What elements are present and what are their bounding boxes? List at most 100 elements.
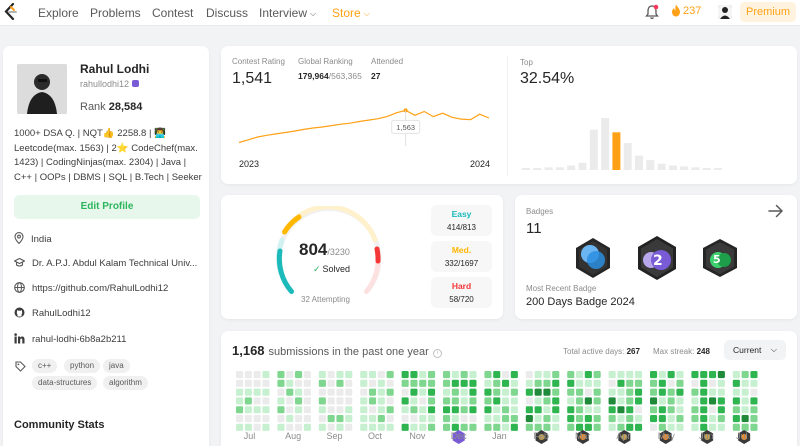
heatmap-day[interactable]: [576, 371, 584, 379]
heatmap-day[interactable]: [318, 388, 326, 396]
heatmap-day[interactable]: [253, 379, 261, 387]
heatmap-day[interactable]: [303, 423, 311, 431]
heatmap-day[interactable]: [534, 423, 542, 431]
heatmap-day[interactable]: [502, 423, 510, 431]
heatmap-day[interactable]: [732, 388, 740, 396]
heatmap-day[interactable]: [750, 423, 758, 431]
heatmap-day[interactable]: [345, 406, 353, 414]
heatmap-day[interactable]: [428, 397, 436, 405]
heatmap-day[interactable]: [318, 415, 326, 423]
website-link[interactable]: https://github.com/RahulLodhi12: [32, 283, 169, 294]
heatmap-day[interactable]: [369, 371, 377, 379]
heatmap-day[interactable]: [525, 379, 533, 387]
heatmap-day[interactable]: [410, 397, 418, 405]
heatmap-day[interactable]: [428, 371, 436, 379]
heatmap-day[interactable]: [443, 415, 451, 423]
heatmap-day[interactable]: [262, 406, 270, 414]
heatmap-day[interactable]: [286, 415, 294, 423]
heatmap-day[interactable]: [428, 388, 436, 396]
school-text[interactable]: Dr. A.P.J. Abdul Kalam Technical Univ...: [32, 258, 198, 269]
skill-tag[interactable]: python: [64, 359, 101, 373]
heatmap-day[interactable]: [484, 371, 492, 379]
heatmap-day[interactable]: [576, 397, 584, 405]
heatmap-day[interactable]: [617, 415, 625, 423]
heatmap-day[interactable]: [534, 371, 542, 379]
heatmap-day[interactable]: [567, 397, 575, 405]
heatmap-day[interactable]: [552, 379, 560, 387]
heatmap-day[interactable]: [345, 379, 353, 387]
rating-line-chart[interactable]: 1,563: [221, 46, 507, 184]
heatmap-day[interactable]: [277, 423, 285, 431]
heatmap-day[interactable]: [608, 423, 616, 431]
heatmap-day[interactable]: [732, 415, 740, 423]
heatmap-day[interactable]: [502, 379, 510, 387]
heatmap-day[interactable]: [567, 371, 575, 379]
heatmap-day[interactable]: [236, 388, 244, 396]
avatar[interactable]: [718, 5, 732, 19]
heatmap-day[interactable]: [236, 371, 244, 379]
heatmap-day[interactable]: [303, 415, 311, 423]
heatmap-day[interactable]: [676, 388, 684, 396]
heatmap-day[interactable]: [626, 371, 634, 379]
heatmap-day[interactable]: [667, 397, 675, 405]
heatmap-day[interactable]: [543, 415, 551, 423]
heatmap-day[interactable]: [443, 423, 451, 431]
heatmap-day[interactable]: [318, 406, 326, 414]
heatmap-day[interactable]: [525, 406, 533, 414]
heatmap-day[interactable]: [451, 379, 459, 387]
heatmap-day[interactable]: [650, 423, 658, 431]
heatmap-day[interactable]: [576, 388, 584, 396]
monthly-badge-icon[interactable]: [452, 430, 465, 444]
distribution-bar[interactable]: [714, 168, 723, 170]
heatmap-day[interactable]: [295, 423, 303, 431]
heatmap-day[interactable]: [295, 406, 303, 414]
heatmap-day[interactable]: [253, 388, 261, 396]
heatmap-day[interactable]: [277, 406, 285, 414]
heatmap-day[interactable]: [700, 388, 708, 396]
heatmap-day[interactable]: [617, 406, 625, 414]
heatmap-day[interactable]: [717, 397, 725, 405]
hard-stat[interactable]: Hard 58/720: [431, 277, 492, 308]
heatmap-day[interactable]: [667, 415, 675, 423]
distribution-bar[interactable]: [657, 163, 666, 170]
heatmap-day[interactable]: [741, 423, 749, 431]
heatmap-day[interactable]: [584, 397, 592, 405]
heatmap-day[interactable]: [667, 406, 675, 414]
info-icon[interactable]: i: [432, 349, 442, 358]
easy-stat[interactable]: Easy 414/813: [431, 205, 492, 236]
heatmap-day[interactable]: [386, 423, 394, 431]
heatmap-day[interactable]: [576, 406, 584, 414]
heatmap-day[interactable]: [460, 371, 468, 379]
heatmap-day[interactable]: [576, 423, 584, 431]
heatmap-day[interactable]: [401, 415, 409, 423]
distribution-bar[interactable]: [522, 168, 530, 170]
heatmap-day[interactable]: [460, 415, 468, 423]
heatmap-day[interactable]: [741, 397, 749, 405]
heatmap-day[interactable]: [244, 415, 252, 423]
rating-distribution-chart[interactable]: [221, 46, 797, 184]
heatmap-day[interactable]: [626, 379, 634, 387]
heatmap-day[interactable]: [286, 379, 294, 387]
heatmap-day[interactable]: [360, 371, 368, 379]
heatmap-day[interactable]: [750, 415, 758, 423]
heatmap-day[interactable]: [286, 397, 294, 405]
nav-problems[interactable]: Problems: [90, 6, 141, 20]
heatmap-day[interactable]: [410, 415, 418, 423]
heatmap-day[interactable]: [428, 423, 436, 431]
heatmap-day[interactable]: [608, 415, 616, 423]
heatmap-day[interactable]: [303, 406, 311, 414]
heatmap-day[interactable]: [460, 388, 468, 396]
heatmap-day[interactable]: [295, 397, 303, 405]
heatmap-day[interactable]: [469, 423, 477, 431]
heatmap-day[interactable]: [617, 397, 625, 405]
heatmap-day[interactable]: [593, 388, 601, 396]
heatmap-day[interactable]: [584, 388, 592, 396]
heatmap-day[interactable]: [676, 415, 684, 423]
heatmap-day[interactable]: [552, 371, 560, 379]
period-select[interactable]: Current ⌵: [724, 340, 786, 360]
skill-tag[interactable]: c++: [32, 359, 58, 373]
heatmap-day[interactable]: [700, 423, 708, 431]
heatmap-day[interactable]: [443, 379, 451, 387]
heatmap-day[interactable]: [635, 397, 643, 405]
heatmap-day[interactable]: [543, 397, 551, 405]
